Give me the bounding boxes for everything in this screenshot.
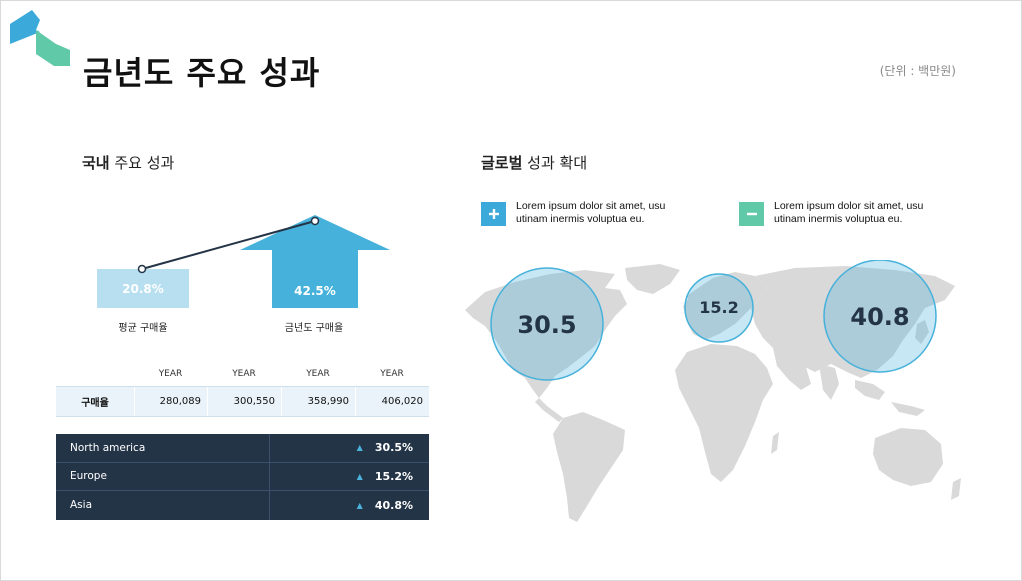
up-triangle-icon: ▲ xyxy=(356,443,363,453)
world-map: 30.5 15.2 40.8 xyxy=(465,260,961,522)
bubble-value: 30.5 xyxy=(517,311,576,339)
domestic-section-title: 국내 주요 성과 xyxy=(82,152,174,173)
europe-shape xyxy=(683,272,767,340)
table-row: Europe ▲ 15.2% xyxy=(56,462,429,491)
current-rate-caption: 금년도 구매율 xyxy=(284,323,344,334)
table-row: Asia ▲ 40.8% xyxy=(56,491,429,520)
bubble-asia: 40.8 xyxy=(823,260,937,373)
region-value: 40.8% xyxy=(374,498,413,512)
table-cell: 358,990 xyxy=(281,387,355,416)
south-asia-shape xyxy=(773,348,839,400)
row-label: 구매율 xyxy=(81,398,109,409)
region-value: 15.2% xyxy=(374,469,413,483)
trend-point-current xyxy=(310,216,320,226)
page-title: 금년도 주요 성과 xyxy=(83,54,321,92)
legend-text: Lorem ipsum dolor sit amet, usu utinam i… xyxy=(516,200,666,225)
minus-icon xyxy=(739,202,764,226)
up-triangle-icon: ▲ xyxy=(356,471,363,481)
current-rate-arrow xyxy=(240,215,390,308)
region-value-cell: ▲ 15.2% xyxy=(270,463,429,491)
africa-shape xyxy=(675,344,773,482)
madagascar-shape xyxy=(771,432,779,454)
uk-shape xyxy=(687,290,699,308)
global-section-title: 글로벌 성과 확대 xyxy=(481,152,587,173)
table-cell: 280,089 xyxy=(134,387,207,416)
north-america-shape xyxy=(465,270,627,398)
region-name: Asia xyxy=(56,491,270,520)
header-cell: YEAR xyxy=(232,369,256,379)
continents xyxy=(465,264,961,522)
region-value: 30.5% xyxy=(374,441,413,455)
header-cell: YEAR xyxy=(380,369,404,379)
trend-point-average xyxy=(137,264,147,274)
bubble-europe: 15.2 xyxy=(684,273,754,343)
central-america-shape xyxy=(535,398,563,422)
japan-shape xyxy=(915,320,929,344)
region-name: North america xyxy=(56,434,270,462)
purchase-rate-comparison: 20.8% 42.5% 평균 구매율 금년도 구매율 xyxy=(56,205,428,345)
average-rate-bar: 20.8% xyxy=(97,269,189,308)
table-cell: 406,020 xyxy=(355,387,429,416)
table-cell: 300,550 xyxy=(207,387,281,416)
average-rate-caption: 평균 구매율 xyxy=(118,323,168,334)
region-table: North america ▲ 30.5% Europe ▲ 15.2% Asia … xyxy=(56,434,429,520)
legend-item-minus: Lorem ipsum dolor sit amet, usu utinam i… xyxy=(739,200,934,226)
bubble-value: 15.2 xyxy=(699,298,738,317)
header-cell xyxy=(56,369,134,386)
legend-item-plus: Lorem ipsum dolor sit amet, usu utinam i… xyxy=(481,200,676,226)
global-title-rest: 성과 확대 xyxy=(522,154,588,172)
table-row: North america ▲ 30.5% xyxy=(56,434,429,463)
domestic-title-bold: 국내 xyxy=(82,154,110,172)
legend-text: Lorem ipsum dolor sit amet, usu utinam i… xyxy=(774,200,924,225)
unit-label: (단위 : 백만원) xyxy=(879,64,956,78)
australia-shape xyxy=(873,428,943,486)
bubble-value: 40.8 xyxy=(850,303,909,331)
header-cell: YEAR xyxy=(306,369,330,379)
region-name: Europe xyxy=(56,462,270,490)
domestic-title-rest: 주요 성과 xyxy=(109,154,175,172)
south-america-shape xyxy=(553,412,625,522)
region-value-cell: ▲ 40.8% xyxy=(270,491,429,520)
header-cell: YEAR xyxy=(158,369,183,379)
plus-icon xyxy=(481,202,506,226)
new-zealand-shape xyxy=(951,478,961,500)
greenland-shape xyxy=(625,264,680,294)
logo-icon xyxy=(10,10,70,66)
year-table-header: YEAR YEAR YEAR YEAR xyxy=(56,369,429,386)
up-triangle-icon: ▲ xyxy=(356,500,363,510)
trend-line xyxy=(137,216,320,274)
global-title-bold: 글로벌 xyxy=(481,154,523,172)
current-rate-value: 42.5% xyxy=(294,284,336,298)
table-row: 구매율 280,089 300,550 358,990 406,020 xyxy=(56,386,429,417)
se-asia-shape xyxy=(855,380,925,416)
asia-shape xyxy=(751,266,955,378)
year-table: YEAR YEAR YEAR YEAR 구매율 280,089 300,550 … xyxy=(56,369,429,417)
region-value-cell: ▲ 30.5% xyxy=(270,434,429,462)
bubble-north-america: 30.5 xyxy=(490,267,604,381)
